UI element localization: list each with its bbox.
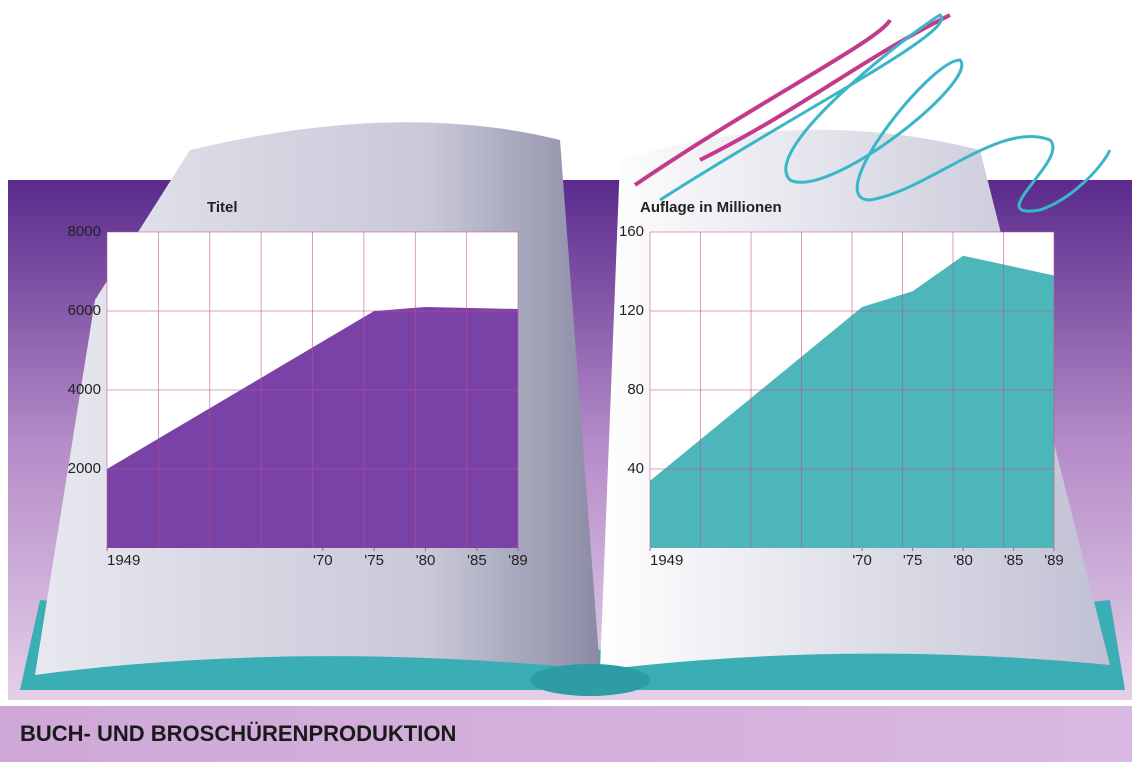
- chart-title: Titel: [207, 199, 238, 216]
- x-tick-label: '80: [416, 552, 436, 569]
- scribble: [659, 13, 1112, 213]
- y-tick-label: 2000: [68, 460, 101, 477]
- x-tick-label: '85: [467, 552, 487, 569]
- y-tick-label: 120: [619, 302, 644, 319]
- page-title: BUCH- UND BROSCHÜRENPRODUKTION: [20, 721, 456, 746]
- y-tick-label: 6000: [68, 302, 101, 319]
- x-tick-label: '75: [364, 552, 384, 569]
- x-tick-label: '70: [313, 552, 333, 569]
- title-banner: [0, 706, 1132, 762]
- x-tick-label: 1949: [650, 552, 683, 569]
- chart-title: Auflage in Millionen: [640, 199, 782, 216]
- y-tick-label: 160: [619, 223, 644, 240]
- y-tick-label: 4000: [68, 381, 101, 398]
- y-tick-label: 40: [627, 460, 644, 477]
- y-tick-label: 8000: [68, 223, 101, 240]
- book-cover: [20, 600, 1125, 690]
- x-tick-label: '75: [903, 552, 923, 569]
- x-tick-label: '89: [508, 552, 528, 569]
- x-tick-label: '89: [1044, 552, 1064, 569]
- x-tick-label: '85: [1004, 552, 1024, 569]
- book-spine: [530, 664, 650, 696]
- y-tick-label: 80: [627, 381, 644, 398]
- x-tick-label: 1949: [107, 552, 140, 569]
- x-tick-label: '70: [852, 552, 872, 569]
- x-tick-label: '80: [953, 552, 973, 569]
